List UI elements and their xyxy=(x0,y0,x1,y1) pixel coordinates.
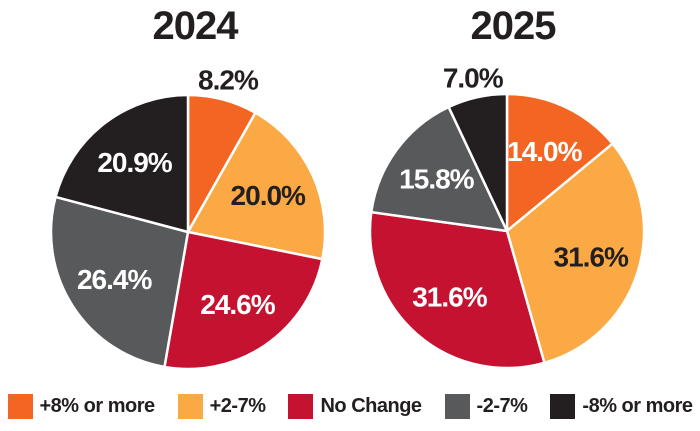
chart-title-2024: 2024 xyxy=(152,4,239,48)
legend-label: +2-7% xyxy=(209,395,266,417)
legend-item: -2-7% xyxy=(444,394,528,419)
legend-swatch-minus8-icon xyxy=(550,394,576,419)
legend-item: No Change xyxy=(288,394,422,419)
legend-item: -8% or more xyxy=(550,394,693,419)
chart-title-2025: 2025 xyxy=(470,4,557,48)
pie-slice xyxy=(54,93,190,234)
slice-value-label: 15.8% xyxy=(399,164,474,195)
legend-swatch-plus2-7-icon xyxy=(177,394,203,419)
slice-value-label: 20.9% xyxy=(97,147,172,178)
slice-value-label: 24.6% xyxy=(200,289,275,320)
pie-slice xyxy=(505,92,614,233)
slice-value-label: 26.4% xyxy=(77,264,152,295)
slice-value-label: 14.0% xyxy=(507,136,582,167)
pie-slice xyxy=(49,195,190,369)
legend: +8% or more +2-7% No Change -2-7% -8% or… xyxy=(0,394,700,419)
slice-value-label: 31.6% xyxy=(554,242,629,273)
pie-slice xyxy=(163,230,324,371)
legend-label: -2-7% xyxy=(476,395,528,417)
legend-label: No Change xyxy=(320,395,422,417)
pie-slice xyxy=(505,142,646,365)
slice-value-label: 8.2% xyxy=(198,65,259,96)
slice-value-label: 7.0% xyxy=(443,62,504,93)
legend-item: +2-7% xyxy=(177,394,266,419)
pie-slice xyxy=(186,111,327,261)
slice-value-label: 20.0% xyxy=(231,180,306,211)
pie-slice xyxy=(447,92,509,233)
pie-slice xyxy=(370,105,509,233)
legend-label: -8% or more xyxy=(582,395,693,417)
pie-slice xyxy=(368,210,546,370)
legend-swatch-plus8-icon xyxy=(7,394,33,419)
legend-swatch-no-change-icon xyxy=(288,394,314,419)
legend-item: +8% or more xyxy=(7,394,156,419)
slice-value-label: 31.6% xyxy=(412,282,487,313)
legend-swatch-minus2-7-icon xyxy=(444,394,470,419)
legend-label: +8% or more xyxy=(39,395,156,417)
